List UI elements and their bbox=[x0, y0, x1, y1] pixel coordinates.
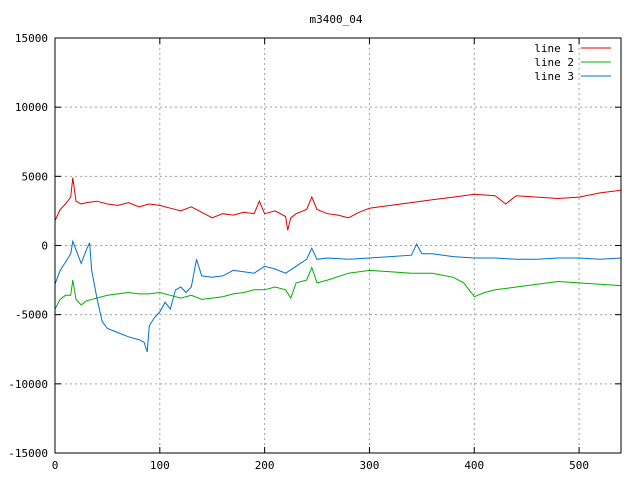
x-tick-label: 0 bbox=[52, 459, 59, 472]
x-axis: 0 100 200 300 400 500 bbox=[52, 38, 589, 472]
legend-label-3: line 3 bbox=[534, 70, 574, 83]
legend-label-2: line 2 bbox=[534, 56, 574, 69]
legend-label-1: line 1 bbox=[534, 42, 574, 55]
x-tick-label: 500 bbox=[569, 459, 589, 472]
x-tick-label: 300 bbox=[360, 459, 380, 472]
y-tick-label: -5000 bbox=[15, 309, 48, 322]
x-tick-label: 400 bbox=[464, 459, 484, 472]
y-tick-label: 0 bbox=[41, 240, 48, 253]
x-tick-label: 100 bbox=[150, 459, 170, 472]
series-line-1 bbox=[54, 177, 622, 231]
x-tick-label: 200 bbox=[255, 459, 275, 472]
y-axis: -15000 -10000 -5000 0 5000 10000 15000 bbox=[8, 32, 621, 460]
y-tick-label: 5000 bbox=[22, 170, 49, 183]
series-line-2 bbox=[54, 266, 622, 310]
chart-title: m3400_04 bbox=[310, 13, 363, 26]
y-tick-label: -10000 bbox=[8, 378, 48, 391]
grid bbox=[55, 38, 621, 453]
y-tick-label: 10000 bbox=[15, 101, 48, 114]
series-line-3 bbox=[54, 239, 622, 353]
y-tick-label: 15000 bbox=[15, 32, 48, 45]
series-lines bbox=[54, 177, 622, 353]
y-tick-label: -15000 bbox=[8, 447, 48, 460]
